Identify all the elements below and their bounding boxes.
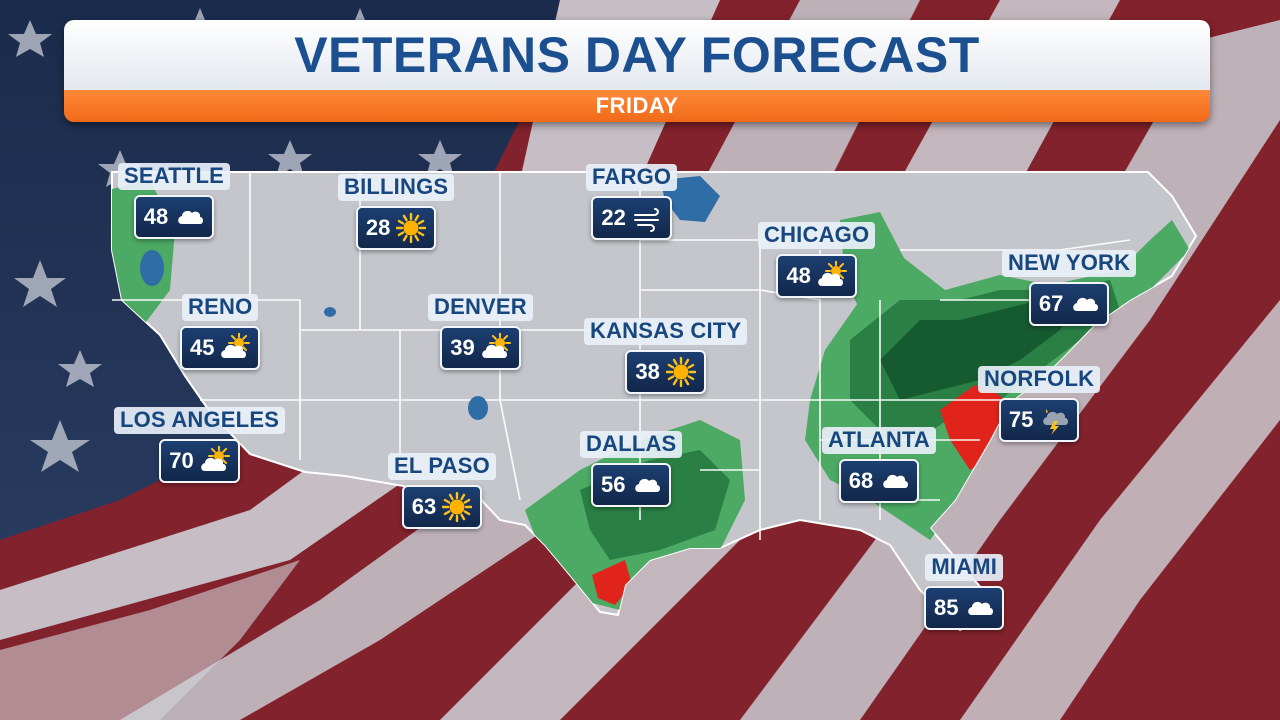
city-name: NORFOLK	[978, 366, 1101, 394]
temperature: 68	[848, 468, 874, 494]
temperature: 48	[786, 263, 811, 289]
forecast-box: 38	[625, 350, 706, 395]
cloud-icon	[968, 602, 994, 616]
city-norfolk: NORFOLK 75	[978, 366, 1101, 443]
city-name: DALLAS	[580, 431, 683, 459]
forecast-box: 28	[355, 206, 437, 251]
city-name: SEATTLE	[118, 163, 230, 191]
city-reno: RENO 45	[180, 294, 261, 371]
partly-cloudy-icon	[481, 333, 511, 359]
temperature: 63	[411, 494, 437, 520]
city-name: MIAMI	[925, 554, 1004, 582]
temperature: 85	[934, 595, 959, 621]
city-new-york: NEW YORK 67	[1002, 250, 1137, 327]
forecast-box: 48	[776, 254, 857, 299]
city-los-angeles: LOS ANGELES 70	[114, 407, 286, 484]
forecast-box: 70	[159, 439, 240, 484]
city-name: RENO	[182, 294, 259, 322]
page-title: VETERANS DAY FORECAST	[294, 27, 980, 83]
temperature: 70	[169, 448, 194, 474]
city-chicago: CHICAGO 48	[758, 222, 876, 299]
city-atlanta: ATLANTA 68	[822, 427, 937, 504]
city-billings: BILLINGS 28	[338, 174, 455, 251]
subtitle-bar: FRIDAY	[64, 90, 1210, 122]
city-miami: MIAMI 85	[924, 554, 1005, 631]
forecast-box: 68	[838, 459, 920, 504]
forecast-box: 45	[180, 326, 261, 371]
forecast-box: 56	[590, 463, 672, 508]
temperature: 67	[1038, 291, 1064, 317]
partly-cloudy-icon	[818, 261, 847, 287]
city-fargo: FARGO 22	[586, 164, 678, 241]
sun-icon	[665, 357, 696, 388]
city-name: LOS ANGELES	[114, 407, 286, 435]
city-name: BILLINGS	[338, 174, 455, 202]
cloud-icon	[178, 211, 204, 225]
page-subtitle: FRIDAY	[595, 93, 679, 118]
city-name: KANSAS CITY	[584, 318, 748, 346]
temperature: 56	[600, 472, 626, 498]
forecast-box: 48	[133, 195, 215, 240]
cloud-icon	[1073, 298, 1099, 312]
city-denver: DENVER 39	[428, 294, 533, 371]
temperature: 22	[601, 205, 626, 231]
city-kansas-city: KANSAS CITY 38	[584, 318, 748, 395]
city-name: EL PASO	[388, 453, 496, 481]
temperature: 39	[450, 335, 475, 361]
city-dallas: DALLAS 56	[580, 431, 683, 508]
thunderstorm-icon	[1043, 409, 1069, 436]
sun-icon	[396, 213, 427, 244]
temperature: 38	[635, 359, 660, 385]
temperature: 48	[143, 204, 169, 230]
forecast-box: 67	[1028, 282, 1110, 327]
temperature: 28	[365, 215, 391, 241]
city-el-paso: EL PASO 63	[388, 453, 496, 530]
temperature: 45	[190, 335, 215, 361]
forecast-box: 85	[924, 586, 1005, 631]
city-name: ATLANTA	[822, 427, 937, 455]
city-name: NEW YORK	[1002, 250, 1137, 278]
partly-cloudy-icon	[221, 333, 251, 359]
forecast-box: 63	[401, 485, 483, 530]
wind-icon	[633, 208, 659, 233]
sun-icon	[442, 492, 473, 523]
forecast-box: 39	[440, 326, 521, 371]
header-banner: VETERANS DAY FORECAST FRIDAY	[64, 20, 1210, 122]
cloud-icon	[883, 475, 909, 489]
forecast-box: 22	[591, 196, 672, 241]
city-name: DENVER	[428, 294, 533, 322]
city-seattle: SEATTLE 48	[118, 163, 230, 240]
city-name: CHICAGO	[758, 222, 876, 250]
cloud-icon	[635, 479, 661, 493]
forecast-box: 75	[998, 398, 1080, 443]
temperature: 75	[1008, 407, 1034, 433]
partly-cloudy-icon	[201, 446, 230, 472]
city-name: FARGO	[586, 164, 678, 192]
title-bar: VETERANS DAY FORECAST	[64, 20, 1210, 90]
